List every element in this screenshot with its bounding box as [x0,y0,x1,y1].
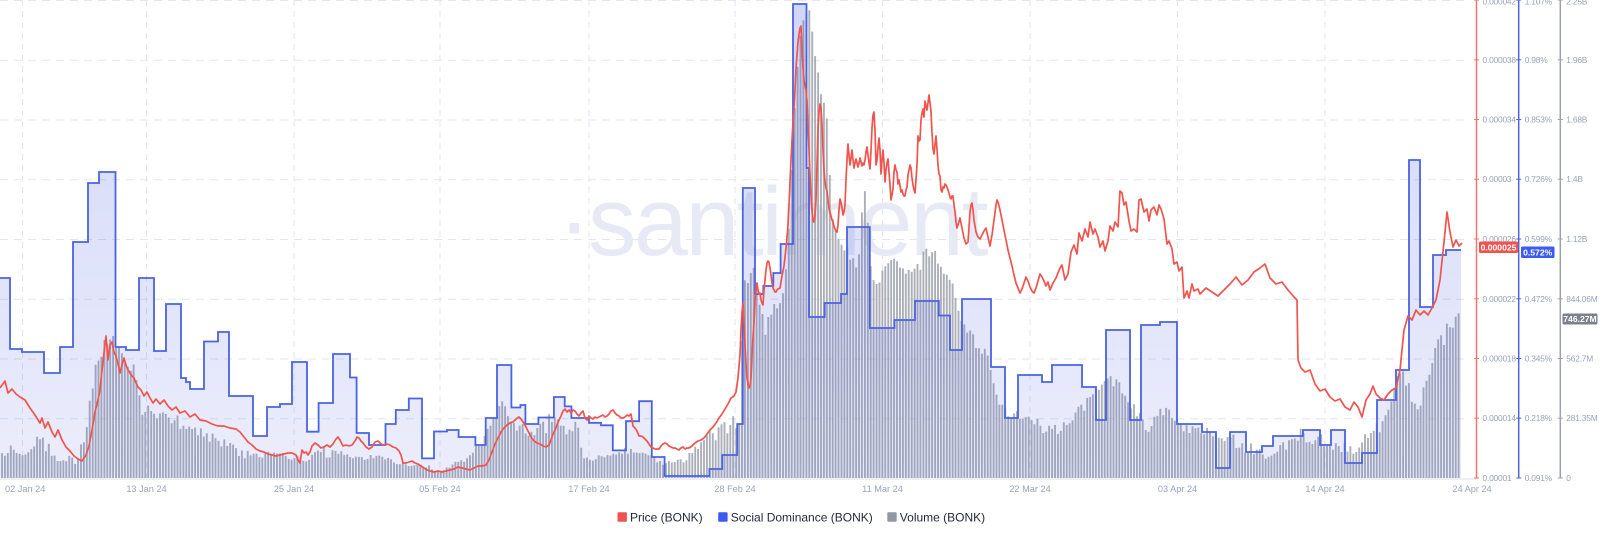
svg-text:02 Jan 24: 02 Jan 24 [5,484,45,494]
svg-text:2.25B: 2.25B [1566,0,1588,7]
svg-text:0.218%: 0.218% [1525,413,1553,423]
svg-text:0.98%: 0.98% [1525,55,1549,65]
svg-text:0.000018: 0.000018 [1483,354,1517,364]
svg-text:0.472%: 0.472% [1525,294,1553,304]
svg-text:0.000014: 0.000014 [1483,413,1517,423]
svg-text:Volume (BONK): Volume (BONK) [900,510,985,524]
svg-text:13 Jan 24: 13 Jan 24 [126,484,166,494]
svg-text:11 Mar 24: 11 Mar 24 [862,484,903,494]
svg-text:844.06M: 844.06M [1566,294,1597,304]
svg-text:Price (BONK): Price (BONK) [630,510,703,524]
svg-text:14 Apr 24: 14 Apr 24 [1305,484,1344,494]
svg-text:17 Feb 24: 17 Feb 24 [568,484,609,494]
svg-text:281.35M: 281.35M [1566,413,1597,423]
svg-text:28 Feb 24: 28 Feb 24 [714,484,755,494]
svg-text:562.7M: 562.7M [1566,354,1593,364]
svg-text:0.000042: 0.000042 [1483,0,1517,7]
svg-text:0: 0 [1566,473,1571,483]
svg-text:·santiment: ·santiment [558,167,988,276]
svg-text:22 Mar 24: 22 Mar 24 [1009,484,1050,494]
svg-text:0.345%: 0.345% [1525,354,1553,364]
svg-text:0.726%: 0.726% [1525,174,1553,184]
svg-text:0.00001: 0.00001 [1483,473,1512,483]
svg-text:1.68B: 1.68B [1566,115,1588,125]
svg-text:05 Feb 24: 05 Feb 24 [419,484,460,494]
svg-text:1.107%: 1.107% [1525,0,1553,7]
svg-text:0.853%: 0.853% [1525,115,1553,125]
svg-text:25 Jan 24: 25 Jan 24 [274,484,314,494]
svg-text:0.00003: 0.00003 [1483,174,1512,184]
svg-text:Social Dominance (BONK): Social Dominance (BONK) [731,510,873,524]
svg-text:0.599%: 0.599% [1525,234,1553,244]
svg-text:0.000038: 0.000038 [1483,55,1517,65]
svg-text:1.12B: 1.12B [1566,234,1588,244]
svg-text:0.000034: 0.000034 [1483,115,1517,125]
svg-text:03 Apr 24: 03 Apr 24 [1158,484,1197,494]
svg-text:1.4B: 1.4B [1566,174,1583,184]
svg-text:746.27M: 746.27M [1563,314,1596,324]
svg-text:0.000022: 0.000022 [1483,294,1517,304]
svg-text:0.000026: 0.000026 [1483,234,1517,244]
svg-text:0.572%: 0.572% [1523,247,1553,257]
svg-text:24 Apr 24: 24 Apr 24 [1452,484,1491,494]
svg-text:0.000025: 0.000025 [1481,242,1517,252]
svg-text:1.96B: 1.96B [1566,55,1588,65]
svg-text:0.091%: 0.091% [1525,473,1553,483]
